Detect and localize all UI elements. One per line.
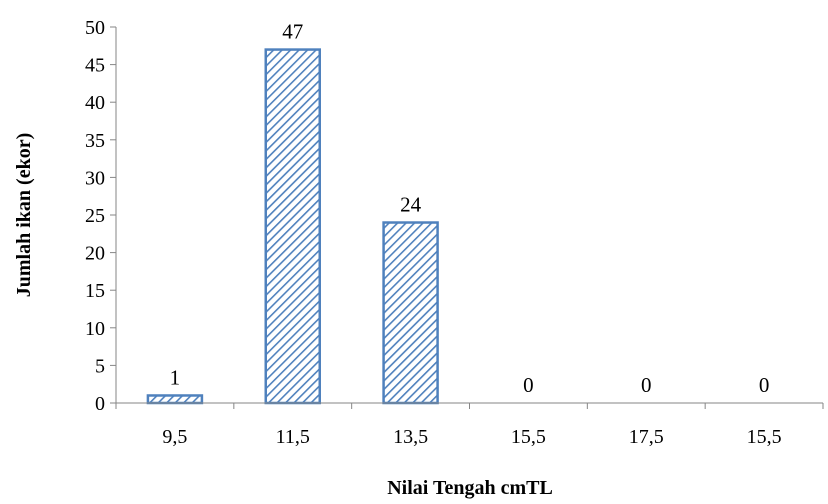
x-tick-label: 15,5 — [747, 426, 782, 448]
y-tick-label: 0 — [95, 393, 105, 415]
y-tick-label: 45 — [85, 55, 105, 77]
x-tick-label: 13,5 — [393, 426, 428, 448]
bar — [382, 221, 439, 405]
x-tick-label: 9,5 — [162, 426, 187, 448]
data-label: 0 — [641, 373, 652, 397]
x-tick-label: 17,5 — [629, 426, 664, 448]
y-tick-label: 20 — [85, 243, 105, 265]
data-label: 47 — [282, 20, 303, 44]
x-axis-ticks: 9,5 11,5 13,5 15,5 17,5 15,5 — [115, 403, 824, 448]
data-label: 24 — [400, 193, 422, 217]
y-tick-label: 35 — [85, 130, 105, 152]
bar — [146, 394, 204, 405]
data-label: 0 — [523, 373, 534, 397]
bars — [146, 48, 439, 405]
data-labels: 1 47 24 0 0 0 — [170, 20, 770, 397]
y-tick-label: 5 — [95, 355, 105, 377]
data-label: 1 — [170, 365, 181, 389]
y-tick-label: 10 — [85, 318, 105, 340]
y-tick-label: 30 — [85, 167, 105, 189]
y-axis-ticks: 0 5 10 15 20 25 30 35 40 45 50 — [85, 17, 116, 415]
data-label: 0 — [759, 373, 770, 397]
y-tick-label: 50 — [85, 17, 105, 39]
y-axis-title: Jumlah ikan (ekor) — [13, 133, 35, 297]
x-tick-label: 15,5 — [511, 426, 546, 448]
y-tick-label: 25 — [85, 205, 105, 227]
y-tick-label: 40 — [85, 92, 105, 114]
x-axis-title: Nilai Tengah cmTL — [387, 477, 553, 499]
x-tick-label: 11,5 — [276, 426, 310, 448]
y-tick-label: 15 — [85, 280, 105, 302]
bar — [264, 48, 321, 405]
